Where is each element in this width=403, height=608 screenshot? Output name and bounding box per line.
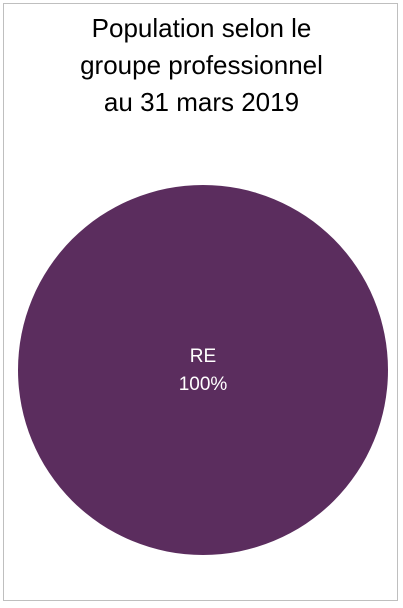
slice-category-label: RE — [190, 346, 216, 367]
chart-title: Population selon le groupe professionnel… — [0, 10, 403, 121]
slice-value-label: 100% — [179, 374, 228, 395]
chart-title-line-3: au 31 mars 2019 — [103, 87, 300, 117]
pie-slice-re — [18, 185, 388, 555]
chart-title-line-2: groupe professionnel — [80, 50, 323, 80]
chart-title-line-1: Population selon le — [91, 13, 312, 43]
